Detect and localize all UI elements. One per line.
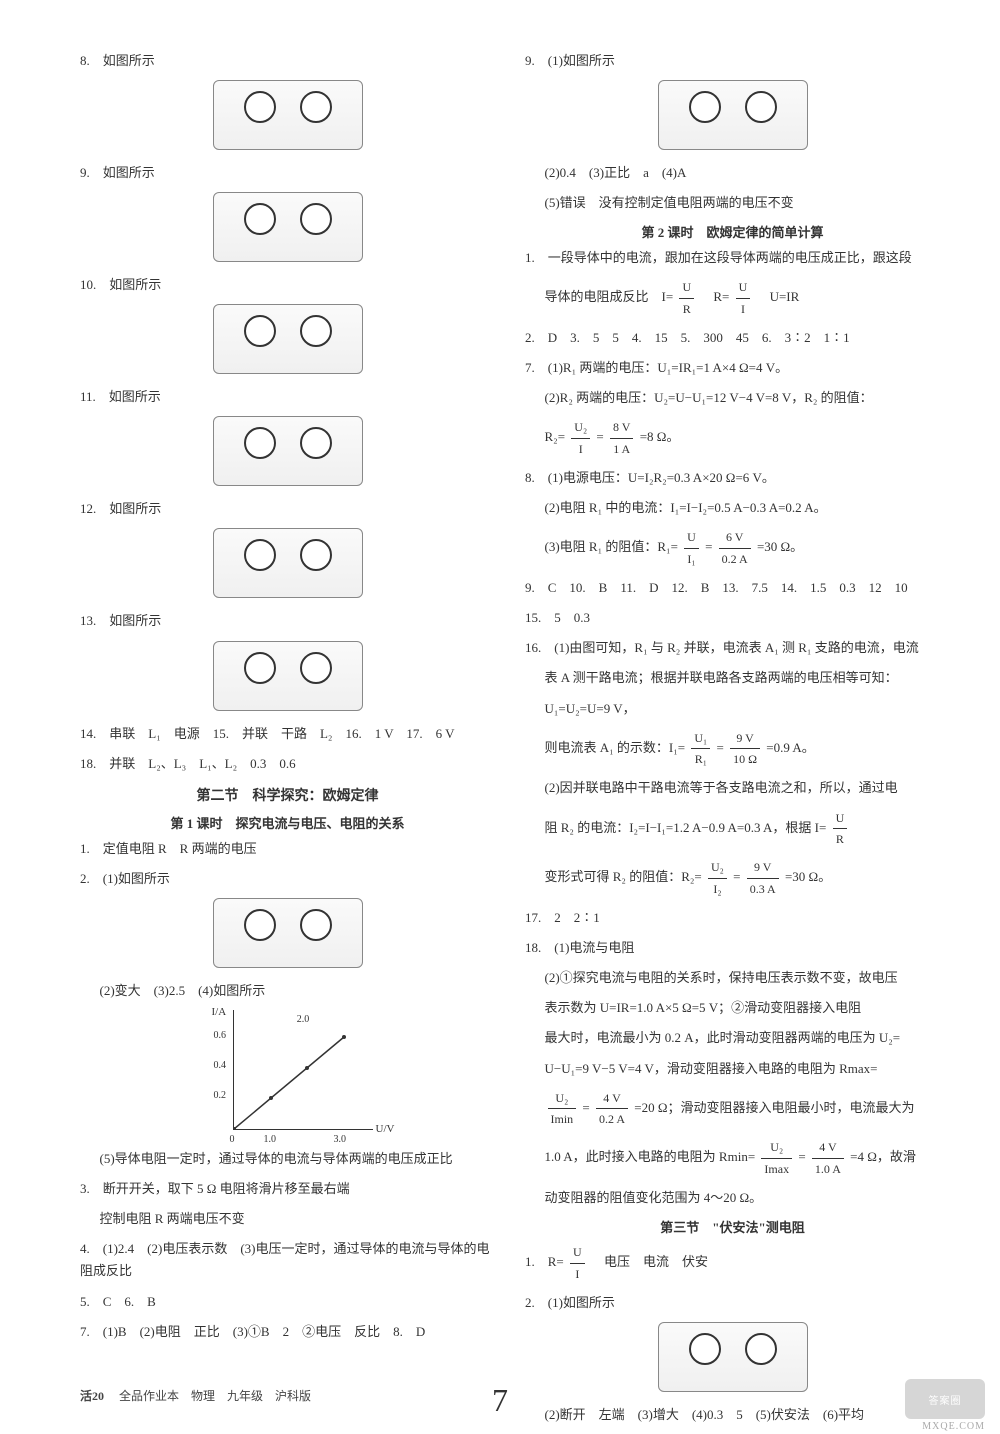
l2-7c: R₂= U₂I = 8 V1 A =8 Ω。 bbox=[525, 417, 940, 459]
q11: 11. 如图所示 bbox=[80, 386, 495, 408]
circuit-12 bbox=[80, 528, 495, 602]
s3-2b: (2)断开 左端 (3)增大 (4)0.3 5 (5)伏安法 (6)平均 bbox=[525, 1404, 940, 1426]
graph-xt1: 1.0 bbox=[264, 1134, 277, 1145]
l2-7a: 7. (1)R₁ 两端的电压：U₁=IR₁=1 A×4 Ω=4 V。 bbox=[525, 357, 940, 379]
section3-title: 第三节 "伏安法"测电阻 bbox=[525, 1217, 940, 1236]
s3-1: 1. R= UI 电压 电流 伏安 bbox=[525, 1242, 940, 1284]
l2-15: 15. 5 0.3 bbox=[525, 607, 940, 629]
graph-yt2: 0.4 bbox=[214, 1060, 227, 1071]
l1-2a: 2. (1)如图所示 bbox=[80, 868, 495, 890]
l2-18c: 表示数为 U=IR=1.0 A×5 Ω=5 V；②滑动变阻器接入电阻 bbox=[525, 997, 940, 1019]
left-column: 8. 如图所示 9. 如图所示 10. 如图所示 11. 如图所示 12. 如图… bbox=[80, 50, 495, 1434]
l2-8a: 8. (1)电源电压：U=I₂R₂=0.3 A×20 Ω=6 V。 bbox=[525, 467, 940, 489]
circuit-10 bbox=[80, 304, 495, 378]
section2-title: 第二节 科学探究：欧姆定律 bbox=[80, 785, 495, 805]
graph-ylabel: I/A bbox=[212, 1006, 227, 1018]
l1-1: 1. 定值电阻 R R 两端的电压 bbox=[80, 838, 495, 860]
circuit-13 bbox=[80, 641, 495, 715]
book-name: 全品作业本 物理 九年级 沪科版 bbox=[119, 1389, 311, 1403]
l2-8c: (3)电阻 R₁ 的阻值：R₁= UI₁ = 6 V0.2 A =30 Ω。 bbox=[525, 527, 940, 569]
l2-18b: (2)①探究电流与电阻的关系时，保持电压表示数不变，故电压 bbox=[525, 967, 940, 989]
l2-16e: (2)因并联电路中干路电流等于各支路电流之和，所以，通过电 bbox=[525, 777, 940, 799]
l1-4: 4. (1)2.4 (2)电压表示数 (3)电压一定时，通过导体的电流与导体的电… bbox=[80, 1238, 495, 1282]
l2-8b: (2)电阻 R₁ 中的电流：I₁=I−I₂=0.5 A−0.3 A=0.2 A。 bbox=[525, 497, 940, 519]
l1-3a: 3. 断开开关，取下 5 Ω 电阻将滑片移至最右端 bbox=[80, 1178, 495, 1200]
l2-17: 17. 2 2∶1 bbox=[525, 907, 940, 929]
l2-1b-text: 导体的电阻成反比 bbox=[545, 289, 649, 304]
page-label: 活20 bbox=[80, 1389, 104, 1403]
r-q9b: (2)0.4 (3)正比 a (4)A bbox=[525, 162, 940, 184]
circuit-r9 bbox=[525, 80, 940, 154]
l2-18f: U₂Imin = 4 V0.2 A =20 Ω；滑动变阻器接入电阻最小时，电流最… bbox=[525, 1088, 940, 1130]
footer: 活20 全品作业本 物理 九年级 沪科版 bbox=[80, 1387, 311, 1404]
l2-18g: 1.0 A，此时接入电路的电阻为 Rmin= U₂Imax = 4 V1.0 A… bbox=[525, 1137, 940, 1179]
l2-18a: 18. (1)电流与电阻 bbox=[525, 937, 940, 959]
l2-16d: 则电流表 A₁ 的示数：I₁= U₁R₁ = 9 V10 Ω =0.9 A。 bbox=[525, 728, 940, 770]
l2-16c: U₁=U₂=U=9 V， bbox=[525, 698, 940, 720]
graph-xlabel: U/V bbox=[376, 1123, 395, 1135]
l2-1a: 1. 一段导体中的电流，跟加在这段导体两端的电压成正比，跟这段 bbox=[525, 247, 940, 269]
circuit-8 bbox=[80, 80, 495, 154]
q9: 9. 如图所示 bbox=[80, 162, 495, 184]
l2-16b: 表 A 测干路电流；根据并联电路各支路两端的电压相等可知： bbox=[525, 667, 940, 689]
l2-f3: U=IR bbox=[770, 289, 800, 304]
q14: 14. 串联 L₁ 电源 15. 并联 干路 L₂ 16. 1 V 17. 6 … bbox=[80, 723, 495, 745]
r-q9a: 9. (1)如图所示 bbox=[525, 50, 940, 72]
l2-2to6: 2. D 3. 5 5 4. 15 5. 300 45 6. 3∶2 1∶1 bbox=[525, 327, 940, 349]
l2-18e: U−U₁=9 V−5 V=4 V，滑动变阻器接入电路的电阻为 Rmax= bbox=[525, 1058, 940, 1080]
l2-16a: 16. (1)由图可知，R₁ 与 R₂ 并联，电流表 A₁ 测 R₁ 支路的电流… bbox=[525, 637, 940, 659]
circuit-11 bbox=[80, 416, 495, 490]
handwritten-pagenum: 7 bbox=[492, 1382, 508, 1419]
circuit-l1-2 bbox=[80, 898, 495, 972]
q8: 8. 如图所示 bbox=[80, 50, 495, 72]
graph-xt2: 2.0 bbox=[297, 1014, 310, 1025]
watermark-icon: 答案圈 bbox=[905, 1379, 985, 1419]
l1-56: 5. C 6. B bbox=[80, 1291, 495, 1313]
graph-xt3: 3.0 bbox=[334, 1134, 347, 1145]
lesson1-title: 第 1 课时 探究电流与电压、电阻的关系 bbox=[80, 813, 495, 832]
l2-7b: (2)R₂ 两端的电压：U₂=U−U₁=12 V−4 V=8 V，R₂ 的阻值： bbox=[525, 387, 940, 409]
q12: 12. 如图所示 bbox=[80, 498, 495, 520]
l2-9to14: 9. C 10. B 11. D 12. B 13. 7.5 14. 1.5 0… bbox=[525, 577, 940, 599]
right-column: 9. (1)如图所示 (2)0.4 (3)正比 a (4)A (5)错误 没有控… bbox=[525, 50, 940, 1434]
graph-xt0: 0 bbox=[230, 1134, 235, 1145]
l1-3b: 控制电阻 R 两端电压不变 bbox=[80, 1208, 495, 1230]
watermark-url: MXQE.COM bbox=[922, 1421, 985, 1432]
l2-16g: 变形式可得 R₂ 的阻值：R₂= U₂I₂ = 9 V0.3 A =30 Ω。 bbox=[525, 857, 940, 899]
l1-2b: (2)变大 (3)2.5 (4)如图所示 bbox=[80, 980, 495, 1002]
l2-16f: 阻 R₂ 的电流：I₂=I−I₁=1.2 A−0.9 A=0.3 A，根据 I=… bbox=[525, 808, 940, 850]
l2-1b: 导体的电阻成反比 I= UR R= UI U=IR bbox=[525, 277, 940, 319]
circuit-s3 bbox=[525, 1322, 940, 1396]
lesson2-title: 第 2 课时 欧姆定律的简单计算 bbox=[525, 222, 940, 241]
l2-18d: 最大时，电流最小为 0.2 A，此时滑动变阻器两端的电压为 U₂= bbox=[525, 1027, 940, 1049]
q10: 10. 如图所示 bbox=[80, 274, 495, 296]
l1-2c: (5)导体电阻一定时，通过导体的电流与导体两端的电压成正比 bbox=[80, 1148, 495, 1170]
l1-7: 7. (1)B (2)电阻 正比 (3)①B 2 ②电压 反比 8. D bbox=[80, 1321, 495, 1343]
circuit-9 bbox=[80, 192, 495, 266]
graph-yt3: 0.6 bbox=[214, 1030, 227, 1041]
graph-l1: I/A U/V 0.2 0.4 0.6 0 1.0 2.0 3.0 bbox=[80, 1010, 495, 1130]
graph-yt1: 0.2 bbox=[214, 1090, 227, 1101]
q13: 13. 如图所示 bbox=[80, 610, 495, 632]
q18: 18. 并联 L₂、L₃ L₁、L₂ 0.3 0.6 bbox=[80, 753, 495, 775]
l2-18h: 动变阻器的阻值变化范围为 4～20 Ω。 bbox=[525, 1187, 940, 1209]
r-q9c: (5)错误 没有控制定值电阻两端的电压不变 bbox=[525, 192, 940, 214]
s3-2a: 2. (1)如图所示 bbox=[525, 1292, 940, 1314]
